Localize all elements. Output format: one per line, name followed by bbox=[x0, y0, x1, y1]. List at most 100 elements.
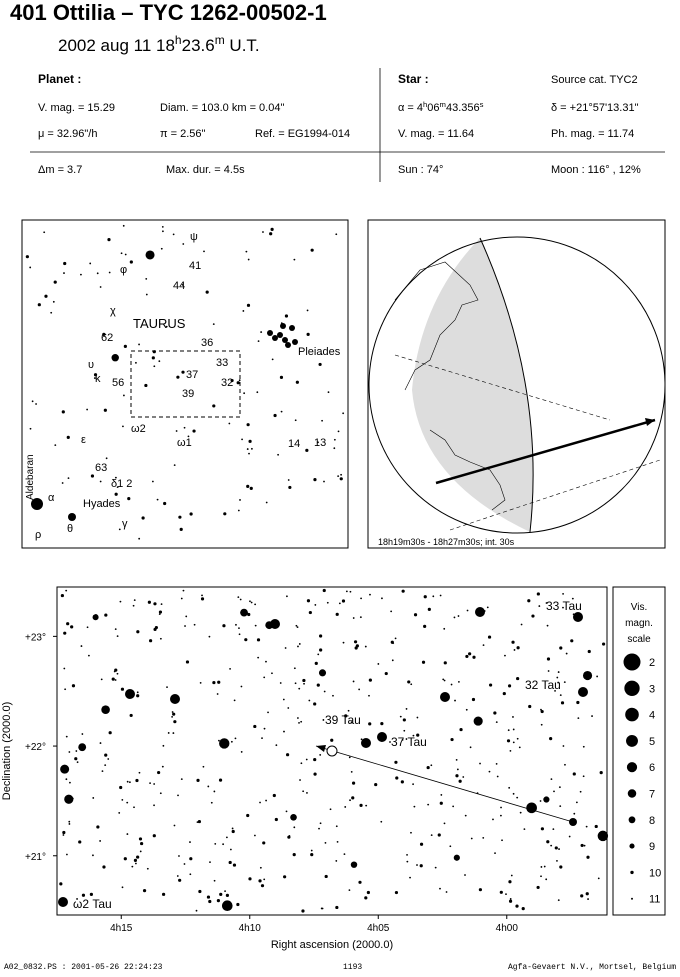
star bbox=[254, 834, 256, 837]
star bbox=[178, 515, 182, 519]
star bbox=[76, 898, 78, 900]
star bbox=[222, 624, 226, 628]
pleiades-star bbox=[277, 332, 283, 338]
star bbox=[459, 727, 463, 732]
star bbox=[295, 380, 299, 384]
star bbox=[254, 624, 257, 627]
star bbox=[175, 430, 178, 432]
star bbox=[153, 602, 157, 606]
planet-parallax: π = 2.56" bbox=[160, 128, 206, 140]
pleiades-star bbox=[272, 335, 278, 341]
star bbox=[64, 688, 67, 691]
star bbox=[582, 745, 585, 748]
star bbox=[421, 660, 426, 664]
star bbox=[53, 280, 57, 284]
star bbox=[416, 733, 420, 737]
star bbox=[508, 899, 513, 903]
star bbox=[153, 627, 157, 632]
star bbox=[552, 828, 555, 831]
bright-star bbox=[578, 687, 588, 697]
star bbox=[580, 894, 584, 898]
scale-label: 11 bbox=[649, 894, 660, 906]
star bbox=[104, 753, 108, 757]
star bbox=[65, 735, 68, 738]
star bbox=[153, 365, 156, 368]
star bbox=[313, 757, 317, 762]
aldebaran-star bbox=[31, 498, 43, 510]
star bbox=[183, 426, 186, 429]
star bbox=[299, 779, 301, 781]
star bbox=[99, 742, 102, 744]
star bbox=[394, 637, 397, 640]
star bbox=[335, 825, 338, 828]
star bbox=[556, 676, 559, 679]
star bbox=[228, 860, 232, 865]
star bbox=[101, 770, 104, 772]
scale-dot bbox=[631, 897, 633, 900]
star bbox=[207, 785, 210, 788]
star bbox=[208, 899, 212, 904]
planet-diam: Diam. = 103.0 km = 0.04" bbox=[160, 102, 284, 114]
star bbox=[364, 645, 367, 648]
star bbox=[138, 537, 141, 540]
star bbox=[319, 648, 323, 652]
star bbox=[359, 616, 362, 619]
star bbox=[298, 687, 301, 690]
star bbox=[238, 379, 241, 382]
pleiades-star bbox=[280, 323, 286, 329]
star bbox=[138, 771, 141, 774]
star bbox=[528, 704, 532, 709]
star bbox=[405, 738, 408, 740]
star bbox=[352, 617, 355, 619]
star bbox=[93, 377, 96, 379]
star bbox=[160, 247, 163, 250]
star bbox=[203, 250, 205, 253]
star bbox=[260, 884, 265, 888]
star bbox=[162, 230, 164, 233]
star bbox=[280, 410, 283, 413]
star bbox=[68, 751, 71, 753]
star bbox=[582, 775, 585, 778]
star bbox=[179, 527, 183, 531]
star bbox=[519, 811, 522, 814]
star bbox=[412, 734, 415, 737]
star bbox=[550, 844, 553, 847]
star bbox=[343, 853, 346, 856]
path-limit bbox=[394, 354, 611, 421]
star bbox=[443, 627, 446, 630]
scale-title: magn. bbox=[625, 618, 653, 629]
star bbox=[512, 741, 515, 744]
scale-dot bbox=[628, 816, 636, 824]
star bbox=[335, 233, 338, 236]
star bbox=[322, 719, 325, 721]
star bbox=[599, 771, 603, 775]
star bbox=[122, 224, 125, 227]
star bbox=[296, 626, 299, 629]
star bbox=[52, 300, 55, 303]
star bbox=[520, 623, 523, 626]
terminator bbox=[479, 237, 534, 533]
star bbox=[76, 761, 79, 764]
star bbox=[219, 738, 230, 749]
star bbox=[65, 778, 68, 781]
star bbox=[257, 340, 260, 343]
star bbox=[92, 797, 95, 799]
star bbox=[129, 713, 133, 718]
star bbox=[166, 686, 168, 689]
star bbox=[63, 631, 67, 635]
star bbox=[198, 889, 202, 894]
star bbox=[413, 805, 416, 808]
star bbox=[571, 597, 574, 600]
star bbox=[273, 413, 277, 418]
star bbox=[351, 781, 356, 785]
star bbox=[173, 464, 176, 467]
star bbox=[116, 635, 119, 638]
star bbox=[279, 375, 284, 379]
star bbox=[360, 738, 363, 741]
star bbox=[454, 699, 456, 702]
star bbox=[114, 492, 118, 496]
star bbox=[464, 814, 467, 817]
star bbox=[342, 412, 345, 415]
star bbox=[105, 457, 108, 460]
scale-dot bbox=[624, 680, 640, 696]
